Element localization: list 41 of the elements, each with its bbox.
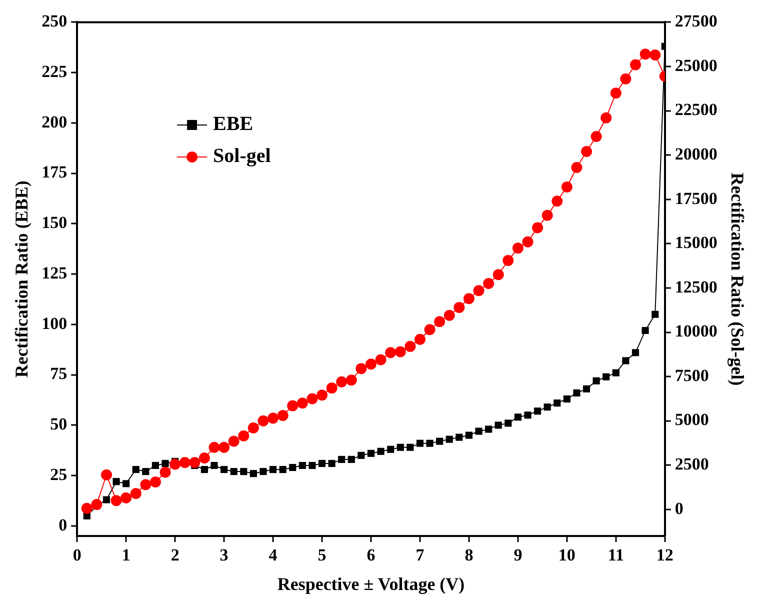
y-tick-label: 0 — [58, 515, 68, 534]
y-tick-label: 200 — [42, 112, 68, 132]
x-tick-label: 6 — [366, 546, 376, 565]
y-tick-label: 50 — [50, 414, 68, 434]
y2-tick-label: 7500 — [674, 366, 709, 385]
y-tick-label: 100 — [42, 314, 68, 333]
y2-tick-label: 22500 — [674, 100, 718, 120]
y2-tick-label: 10000 — [674, 322, 718, 341]
x-tick-label: 2 — [170, 546, 180, 565]
y-tick-label: 125 — [42, 263, 68, 282]
x-tick-label: 12 — [656, 546, 674, 565]
x-tick-label: 5 — [318, 546, 326, 565]
legend-label: Sol-gel — [213, 145, 272, 168]
y-tick-label: 25 — [50, 464, 68, 484]
x-tick-label: 4 — [268, 546, 278, 565]
y-tick-label: 250 — [42, 12, 68, 31]
x-tick-label: 1 — [122, 546, 130, 565]
y2-tick-label: 20000 — [674, 144, 718, 164]
x-axis-title: Respective ± Voltage (V) — [277, 574, 465, 594]
y-tick-label: 75 — [50, 364, 68, 384]
y2-tick-label: 0 — [674, 498, 684, 518]
y-axis-title: Rectification Ratio (EBE) — [11, 180, 32, 378]
x-tick-label: 11 — [608, 546, 624, 565]
y2-tick-label: 12500 — [674, 277, 718, 296]
y2-axis-title: Rectification Ratio (Sol-gel) — [728, 172, 748, 386]
y2-tick-label: 17500 — [674, 188, 718, 208]
legend-label: EBE — [213, 113, 254, 136]
y-tick-label: 150 — [42, 213, 68, 232]
x-tick-label: 3 — [220, 546, 228, 565]
y2-tick-label: 2500 — [674, 454, 709, 474]
y2-tick-label: 27500 — [674, 12, 718, 31]
x-tick-label: 9 — [514, 546, 522, 565]
x-tick-label: 10 — [558, 546, 576, 565]
x-tick-label: 7 — [416, 546, 425, 565]
x-tick-label: 8 — [464, 546, 474, 565]
y2-tick-label: 15000 — [674, 233, 718, 252]
y2-tick-label: 5000 — [674, 410, 709, 430]
y-tick-label: 225 — [42, 62, 68, 81]
x-tick-label: 0 — [72, 546, 82, 565]
y2-tick-label: 25000 — [674, 56, 718, 75]
y-tick-label: 175 — [42, 162, 68, 182]
